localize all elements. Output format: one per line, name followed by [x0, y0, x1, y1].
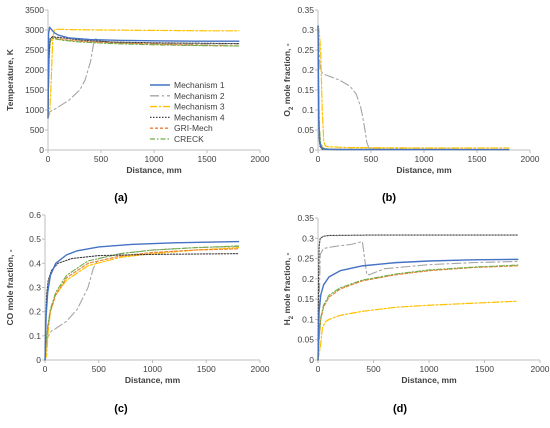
y-tick-label: 2000	[25, 65, 44, 75]
legend-label: Mechanism 1	[174, 80, 225, 90]
y-tick-label: 0	[309, 355, 314, 365]
panel-label: (a)	[114, 192, 128, 204]
series-line-mechanism-3	[47, 28, 240, 119]
y-tick-label: 3500	[25, 5, 44, 15]
y-tick-label: 0.1	[302, 105, 314, 115]
y-tick-label: 0.25	[297, 254, 314, 264]
legend-label: GRI-Mech	[174, 123, 213, 133]
panel-label: (b)	[382, 192, 396, 204]
y-axis-label: CO mole fraction, -	[5, 249, 15, 325]
chart-4: 0 0.05 0.1 0.15 0.2 0.25 0.3 0.35 0 500 1000 1500 20…	[282, 213, 550, 415]
y-axis-label: H2 mole fraction, -	[282, 252, 295, 325]
x-tick-label: 1000	[415, 154, 434, 164]
y-tick-label: 0.5	[29, 234, 41, 244]
x-tick-label: 1000	[143, 364, 162, 374]
series-line-creck	[44, 245, 240, 361]
x-tick-label: 1500	[475, 364, 494, 374]
x-tick-label: 0	[316, 364, 321, 374]
series-line-creck	[317, 264, 519, 361]
series-line-gri-mech	[317, 265, 519, 361]
x-tick-label: 500	[364, 154, 378, 164]
y-tick-label: 0	[309, 145, 314, 155]
legend-label: CRECK	[174, 134, 204, 144]
x-tick-label: 2000	[531, 364, 550, 374]
series-line-gri-mech	[317, 25, 510, 151]
series-line-mechanism-1	[44, 240, 240, 361]
y-tick-label: 0.3	[302, 233, 314, 243]
y-tick-label: 0	[36, 355, 41, 365]
series-line-creck	[317, 25, 510, 151]
series-line-mechanism-4	[47, 36, 240, 119]
y-tick-label: 2500	[25, 45, 44, 55]
x-tick-label: 2000	[251, 154, 270, 164]
series-line-mechanism-3	[317, 25, 510, 149]
series-line-mechanism-2	[44, 245, 240, 361]
x-tick-label: 2000	[521, 154, 540, 164]
y-tick-label: 0.4	[29, 258, 41, 268]
y-tick-label: 3000	[25, 25, 44, 35]
y-tick-label: 0.2	[29, 307, 41, 317]
x-axis-label: Distance, mm	[396, 165, 452, 175]
series-line-mechanism-4	[317, 234, 519, 361]
panel-label: (d)	[393, 403, 407, 415]
y-tick-label: 0.2	[302, 274, 314, 284]
y-tick-label: 0.3	[302, 25, 314, 35]
x-axis-label: Distance, mm	[126, 165, 182, 175]
series-line-mechanism-1	[317, 25, 510, 151]
series-line-mechanism-3	[44, 247, 240, 361]
y-tick-label: 1500	[25, 85, 44, 95]
legend-label: Mechanism 3	[174, 102, 225, 112]
y-axis-label: O2 mole fraction, -	[282, 43, 295, 116]
legend-label: Mechanism 4	[174, 112, 225, 122]
y-tick-label: 1000	[25, 105, 44, 115]
series-line-mechanism-2	[47, 38, 240, 119]
series-line-mechanism-1	[317, 258, 519, 361]
y-tick-label: 0.2	[302, 65, 314, 75]
y-tick-label: 0.35	[297, 213, 314, 223]
x-tick-label: 500	[94, 154, 108, 164]
x-tick-label: 0	[43, 364, 48, 374]
x-tick-label: 1000	[420, 364, 439, 374]
series-line-mechanism-3	[317, 300, 519, 361]
chart-2: 0 0.05 0.1 0.15 0.2 0.25 0.3 0.35 0 500 1000 1500 20…	[282, 5, 540, 204]
legend-label: Mechanism 2	[174, 91, 225, 101]
x-tick-label: 1500	[198, 154, 217, 164]
x-axis-label: Distance, mm	[401, 375, 457, 385]
y-tick-label: 0.6	[29, 210, 41, 220]
series-line-gri-mech	[44, 248, 240, 361]
x-tick-label: 500	[92, 364, 106, 374]
x-tick-label: 1000	[145, 154, 164, 164]
x-tick-label: 0	[316, 154, 321, 164]
chart-3: 0 0.1 0.2 0.3 0.4 0.5 0.6 0 500 1000 1500 2000 Dista…	[5, 210, 270, 415]
y-tick-label: 500	[30, 125, 44, 135]
y-tick-label: 0	[39, 145, 44, 155]
y-tick-label: 0.3	[29, 283, 41, 293]
panel-label: (c)	[114, 403, 128, 415]
y-tick-label: 0.35	[297, 5, 314, 15]
x-tick-label: 1500	[468, 154, 487, 164]
series-line-mechanism-4	[317, 25, 510, 151]
series-line-mechanism-4	[44, 253, 240, 361]
y-tick-label: 0.05	[297, 335, 314, 345]
y-tick-label: 0.25	[297, 45, 314, 55]
x-tick-label: 500	[366, 364, 380, 374]
x-tick-label: 0	[46, 154, 51, 164]
x-tick-label: 1500	[197, 364, 216, 374]
y-tick-label: 0.1	[29, 331, 41, 341]
y-tick-label: 0.05	[297, 125, 314, 135]
series-line-mechanism-2	[317, 25, 510, 151]
x-axis-label: Distance, mm	[125, 375, 181, 385]
y-axis-label: Temperature, K	[5, 48, 15, 111]
y-tick-label: 0.15	[297, 85, 314, 95]
series-line-mechanism-1	[47, 26, 240, 119]
y-tick-label: 0.15	[297, 294, 314, 304]
chart-1: 0 500 1000 1500 2000 2500 3000 3500 0 500 1000 1500…	[5, 5, 270, 204]
x-tick-label: 2000	[251, 364, 270, 374]
y-tick-label: 0.1	[302, 314, 314, 324]
